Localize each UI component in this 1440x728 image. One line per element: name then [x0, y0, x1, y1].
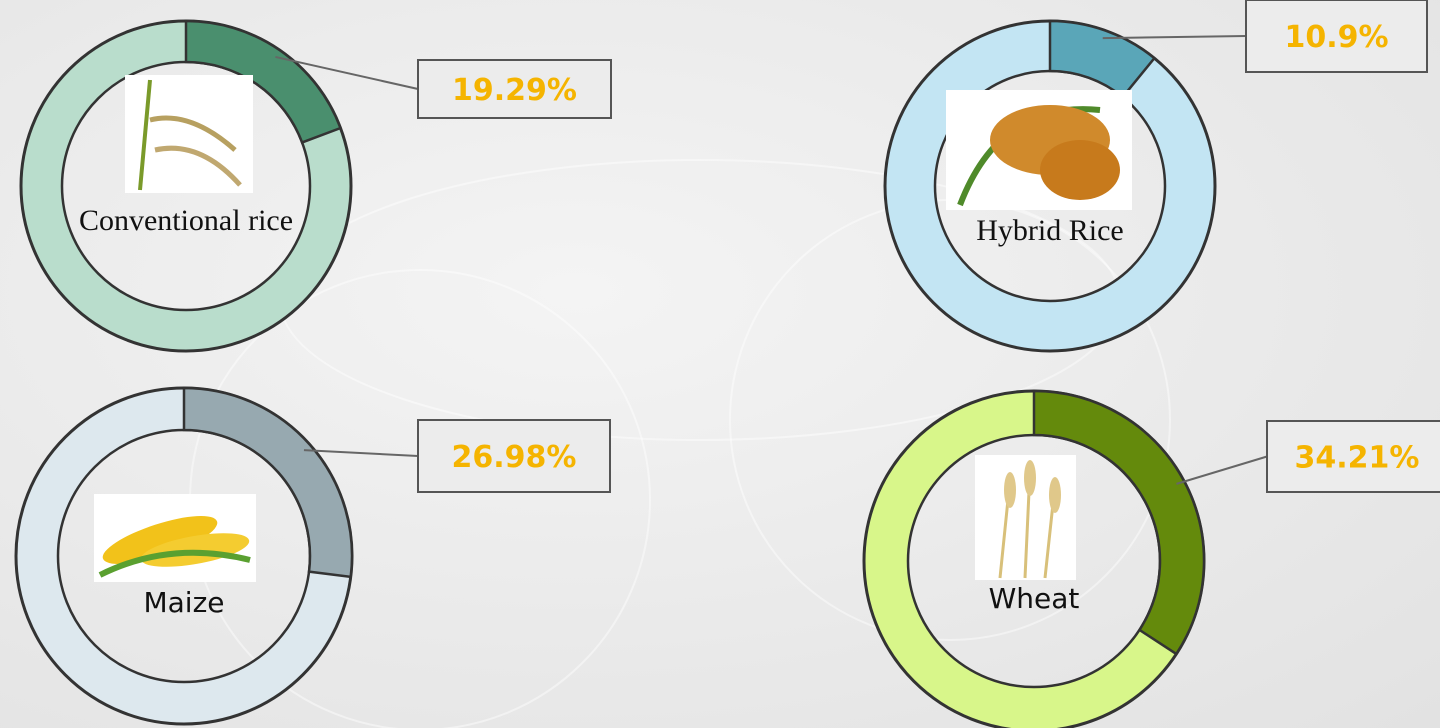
- donut-chart: 19.29%: [19, 19, 612, 353]
- hybrid-rice-icon: [946, 90, 1132, 210]
- value-label: 10.9%: [1284, 20, 1388, 55]
- donut-segment: [1048, 19, 1157, 99]
- leader-line: [303, 449, 419, 457]
- value-box: [417, 419, 611, 493]
- center-label: Hybrid Rice: [976, 214, 1123, 247]
- donut-chart: 26.98%: [14, 386, 611, 726]
- donut-segment: [184, 19, 343, 145]
- donut-segment: [182, 386, 354, 579]
- donut-chart: 34.21%: [862, 389, 1440, 728]
- value-label: 19.29%: [452, 73, 577, 108]
- donut-segment: [1032, 389, 1206, 656]
- donut-chart: 10.9%: [883, 0, 1428, 353]
- rice-icon: [125, 75, 253, 193]
- leader-line: [275, 55, 419, 90]
- wheat-icon: [975, 455, 1076, 580]
- maize-icon: [94, 494, 256, 582]
- leader-line: [1176, 455, 1268, 485]
- value-box: [1245, 0, 1428, 73]
- center-label: Conventional rice: [79, 204, 293, 237]
- center-label: Maize: [143, 586, 224, 619]
- value-label: 26.98%: [452, 440, 577, 475]
- value-box: [1266, 420, 1440, 493]
- leader-line: [1102, 35, 1247, 40]
- value-label: 34.21%: [1295, 441, 1420, 476]
- center-label: Wheat: [989, 582, 1080, 615]
- icons: [94, 75, 1132, 582]
- value-box: [417, 59, 612, 119]
